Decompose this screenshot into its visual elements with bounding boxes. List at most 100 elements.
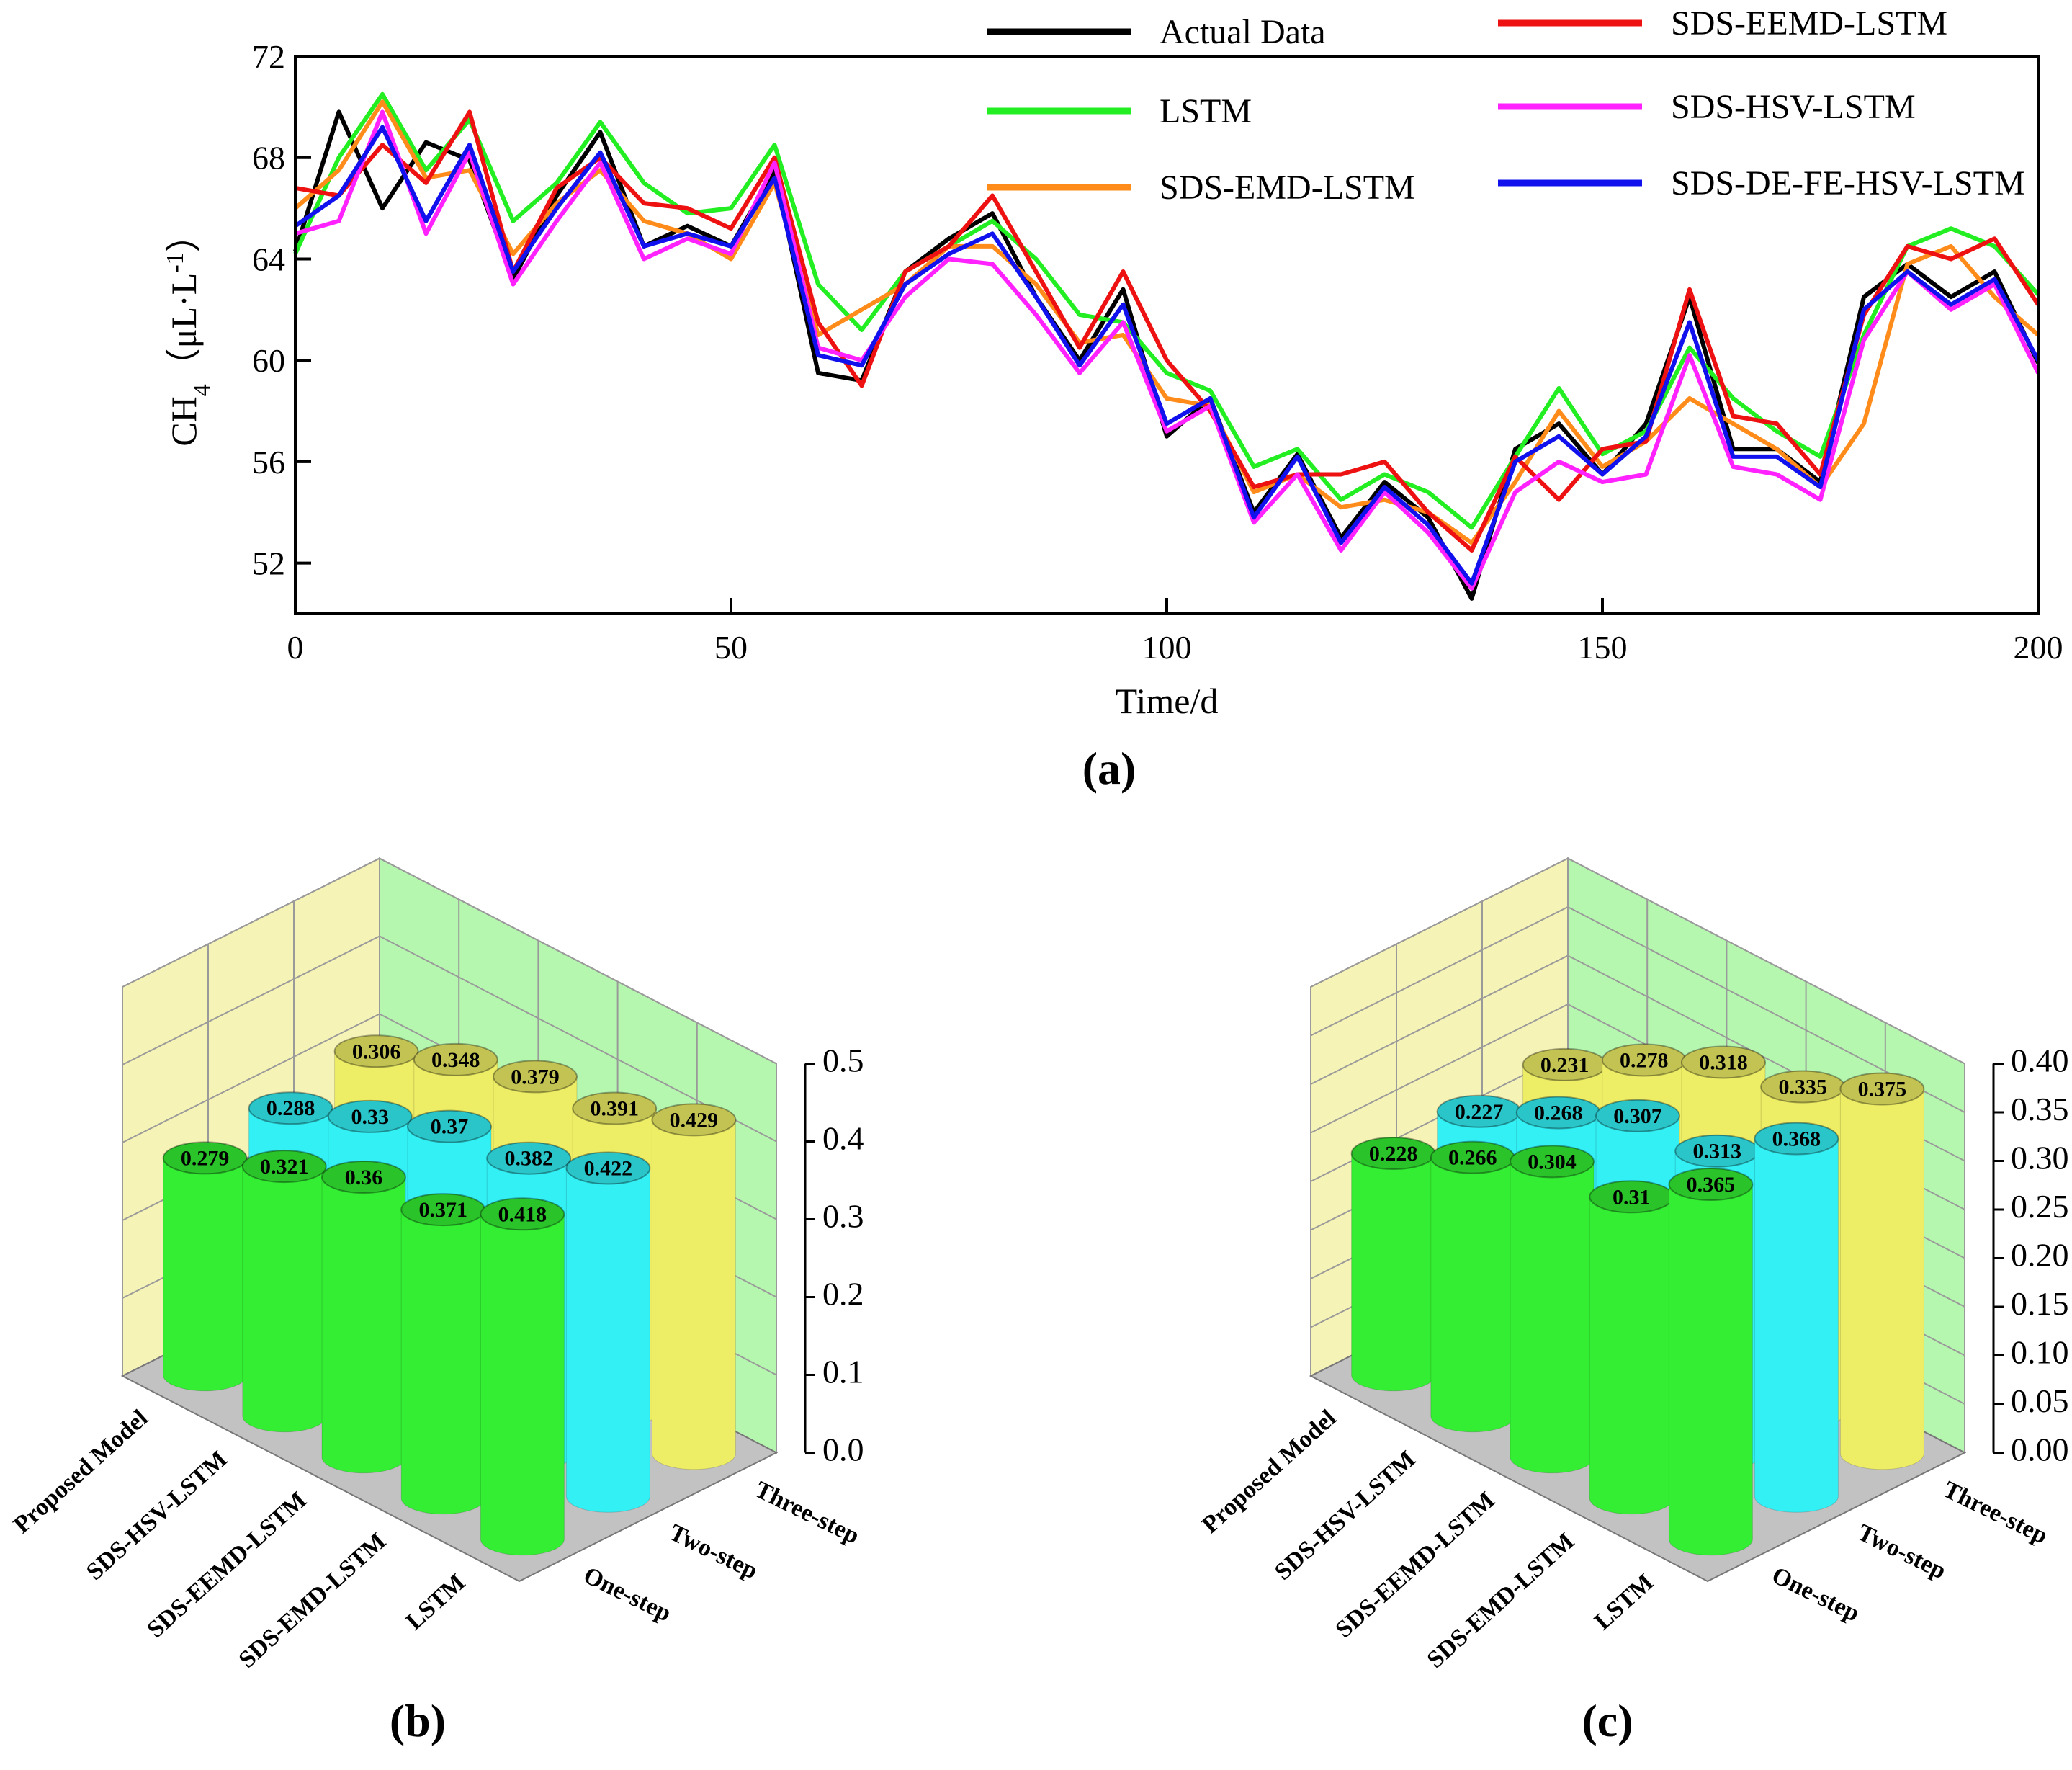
cylinder-top — [413, 1042, 498, 1076]
line-series-group — [293, 91, 2040, 601]
cylinder-top — [162, 1141, 248, 1175]
cylinder-body — [163, 1157, 248, 1392]
data-label: 0.313 — [1692, 1140, 1741, 1163]
depth-label: One-step — [579, 1562, 675, 1627]
legend-label: LSTM — [1160, 92, 1252, 130]
data-label: 0.318 — [1699, 1050, 1748, 1074]
x-tick-label: 200 — [2014, 629, 2063, 666]
z-tick-label: 0.10 — [2011, 1334, 2069, 1371]
z-tick-label: 0.40 — [2011, 1042, 2069, 1079]
y-tick-label: 60 — [252, 342, 285, 379]
z-tick-label: 0.20 — [2011, 1237, 2069, 1274]
z-tick-label: 0.5 — [822, 1042, 864, 1079]
panel-label-c: (c) — [1582, 1695, 1633, 1746]
z-tick-label: 0.35 — [2011, 1091, 2069, 1127]
data-label: 0.228 — [1369, 1142, 1418, 1166]
depth-label: Three-step — [1939, 1476, 2052, 1550]
data-label: 0.379 — [511, 1065, 560, 1089]
cylinder-body — [1351, 1153, 1436, 1392]
z-tick-label: 0.00 — [2011, 1431, 2069, 1468]
cylinder-top — [1595, 1099, 1680, 1132]
depth-label: Three-step — [750, 1476, 864, 1550]
cylinder-body — [400, 1209, 485, 1515]
series-line-sds-hsv-lstm — [295, 109, 2040, 591]
data-label: 0.37 — [431, 1115, 469, 1139]
cylinder-top — [1839, 1072, 1925, 1106]
panel-label-b: (b) — [390, 1695, 446, 1746]
z-tick-label: 0.1 — [822, 1354, 864, 1390]
cylinder-body — [1510, 1161, 1595, 1474]
data-label: 0.33 — [351, 1105, 390, 1129]
legend-label: SDS-DE-FE-HSV-LSTM — [1671, 164, 2025, 202]
series-line-sds-de-fe-hsv-lstm — [294, 125, 2040, 586]
y-tick-label: 52 — [252, 545, 285, 582]
data-label: 0.307 — [1613, 1104, 1662, 1128]
cylinder-body — [1839, 1089, 1924, 1470]
z-tick-label: 0.05 — [2011, 1382, 2069, 1419]
legend-label: SDS-HSV-LSTM — [1671, 88, 1916, 126]
data-label: 0.31 — [1613, 1185, 1651, 1209]
data-label: 0.306 — [352, 1040, 401, 1063]
data-label: 0.321 — [260, 1155, 309, 1179]
x-tick-label: 100 — [1142, 629, 1192, 666]
cylinder-top — [321, 1160, 406, 1194]
cylinder-top — [1681, 1045, 1766, 1079]
x-tick-label: 150 — [1578, 629, 1628, 666]
cylinder-top — [1510, 1145, 1595, 1179]
y-axis-label: CH4（μL·L-1） — [162, 216, 215, 446]
z-tick-label: 0.30 — [2011, 1140, 2069, 1176]
cylinder-body — [651, 1119, 736, 1470]
data-label: 0.227 — [1455, 1100, 1504, 1124]
data-label: 0.371 — [418, 1198, 467, 1222]
z-tick-label: 0.25 — [2011, 1188, 2069, 1225]
x-tick-label: 50 — [714, 629, 748, 666]
data-label: 0.278 — [1620, 1048, 1669, 1072]
y-tick-label: 68 — [252, 140, 285, 176]
cylinder-top — [572, 1091, 658, 1125]
z-tick-label: 0.3 — [822, 1198, 864, 1235]
legend-label: SDS-EEMD-LSTM — [1671, 4, 1947, 43]
cylinder-top — [565, 1151, 651, 1185]
y-tick-label: 56 — [252, 444, 285, 481]
cylinder-body — [321, 1176, 406, 1474]
data-label: 0.429 — [670, 1108, 719, 1132]
data-label: 0.422 — [584, 1156, 633, 1180]
depth-label: One-step — [1767, 1562, 1863, 1627]
data-label: 0.365 — [1687, 1173, 1736, 1197]
category-label: LSTM — [401, 1569, 470, 1635]
cylinder-top — [1754, 1122, 1839, 1156]
data-label: 0.288 — [266, 1096, 315, 1120]
series-line-actual-data — [293, 109, 2040, 601]
data-label: 0.375 — [1858, 1078, 1907, 1101]
z-tick-label: 0.15 — [2011, 1285, 2069, 1322]
category-label: LSTM — [1589, 1569, 1659, 1635]
data-label: 0.36 — [345, 1166, 383, 1189]
data-label: 0.268 — [1534, 1101, 1583, 1125]
line-chart-panel: 0 50 100 150 200 52 56 60 64 68 72 Time/d CH4（μL·L… — [162, 4, 2063, 794]
cylinder-top — [333, 1034, 419, 1068]
data-label: 0.391 — [590, 1096, 639, 1120]
cylinder-body — [1668, 1184, 1753, 1556]
bar-chart-3d-b: 0.0 0.1 0.2 0.3 0.4 0.5 0.306 0.348 0.379 0.391 0.… — [9, 857, 864, 1673]
cylinder-top — [248, 1091, 333, 1125]
cylinder-body — [1589, 1196, 1674, 1515]
depth-label: Two-step — [1853, 1519, 1950, 1585]
data-label: 0.348 — [431, 1048, 480, 1072]
legend-label: SDS-EMD-LSTM — [1160, 169, 1415, 207]
panel-label-a: (a) — [1082, 743, 1136, 794]
legend-label: Actual Data — [1160, 13, 1326, 51]
z-tick-label: 0.2 — [822, 1276, 864, 1313]
cylinder-top — [493, 1060, 578, 1094]
cylinder-top — [407, 1109, 492, 1143]
cylinder-top — [1668, 1168, 1754, 1201]
z-tick-label: 0.4 — [822, 1120, 864, 1157]
cylinder-top — [480, 1197, 565, 1231]
cylinder-body — [242, 1166, 327, 1433]
cylinder-body — [480, 1213, 565, 1556]
legend: Actual Data LSTM SDS-EMD-LSTM SDS-EEMD-LSTM… — [987, 4, 2025, 207]
depth-label: Two-step — [665, 1519, 761, 1585]
category-label: Proposed Model — [1197, 1405, 1341, 1539]
z-tick-label: 0.0 — [822, 1431, 864, 1468]
plot-frame — [294, 55, 2040, 615]
